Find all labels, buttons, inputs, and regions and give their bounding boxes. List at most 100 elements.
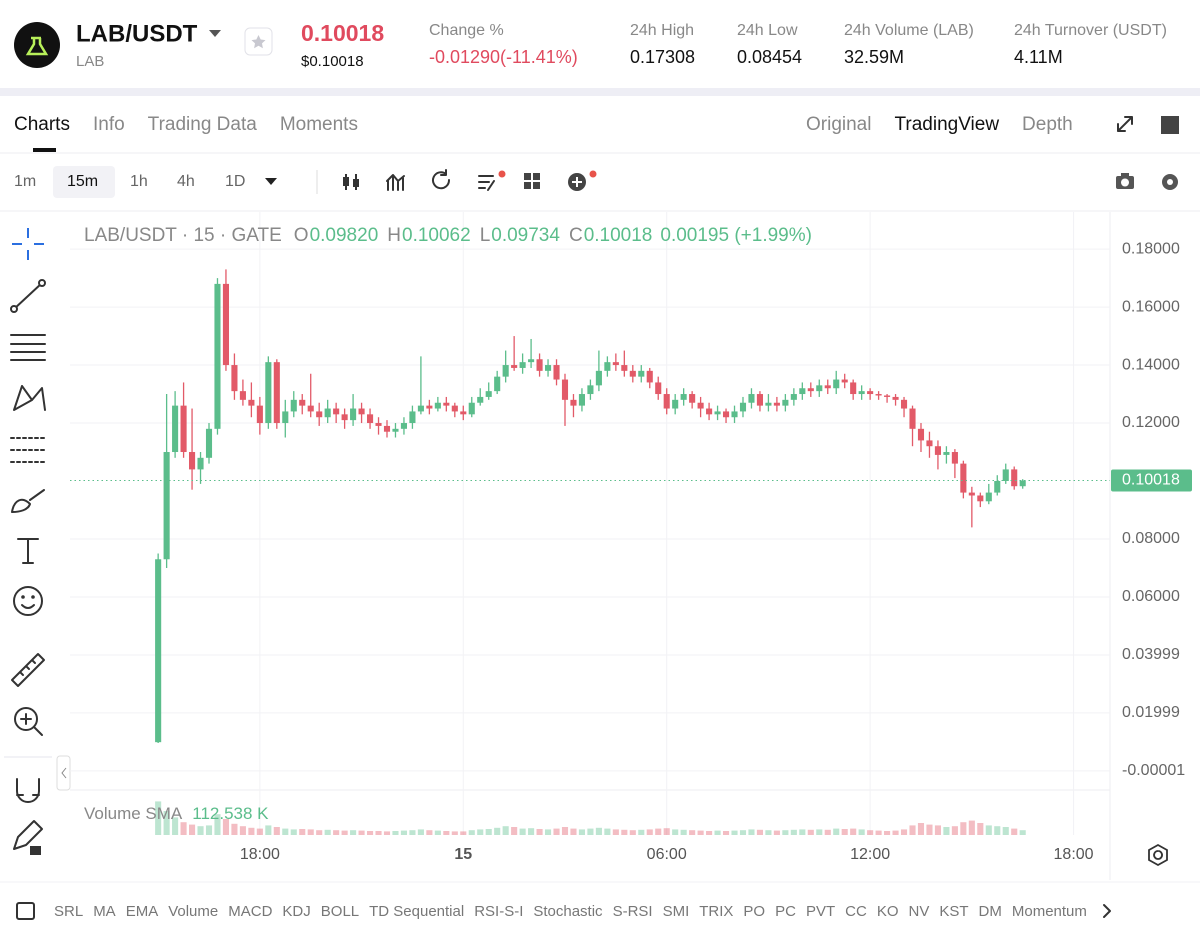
x-tick-label: 12:00 xyxy=(850,846,890,863)
candle-body xyxy=(951,452,958,464)
volume-bar xyxy=(900,829,908,835)
candle-body xyxy=(239,391,246,400)
indicator[interactable]: NV xyxy=(909,903,930,920)
candle-body xyxy=(451,405,458,412)
volume-bar xyxy=(214,814,221,835)
volume-bar xyxy=(689,830,696,835)
indicator[interactable]: EMA xyxy=(126,903,159,920)
candle-body xyxy=(434,402,441,409)
tab[interactable]: Charts xyxy=(14,114,70,135)
indicator[interactable]: Stochastic xyxy=(533,903,603,920)
pair-dropdown[interactable] xyxy=(209,30,221,37)
logo xyxy=(14,22,60,68)
volume-bar xyxy=(180,822,187,835)
tab[interactable]: Info xyxy=(93,114,125,135)
indicator[interactable]: SMI xyxy=(663,903,690,920)
candle-body xyxy=(587,385,594,395)
settings-hex[interactable] xyxy=(1148,843,1168,867)
candle-body xyxy=(833,379,840,389)
candle-body xyxy=(790,394,797,400)
candle-body xyxy=(180,405,187,453)
scroll-right[interactable] xyxy=(1103,904,1111,918)
volume-bar xyxy=(731,830,738,835)
indicator[interactable]: Volume xyxy=(168,903,218,920)
candle-body xyxy=(477,396,484,403)
view-option[interactable]: Original xyxy=(806,114,871,135)
candle-body xyxy=(672,399,679,409)
indicator[interactable]: CC xyxy=(845,903,867,920)
candle-body xyxy=(172,405,179,453)
crosshair-tool[interactable] xyxy=(12,228,44,260)
candle-body xyxy=(680,394,687,400)
volume-bar xyxy=(638,829,645,835)
volume-bar xyxy=(773,830,780,835)
volume-bar xyxy=(350,830,357,835)
volume-bar xyxy=(265,825,272,835)
interval[interactable]: 15m xyxy=(67,173,98,190)
candle-body xyxy=(358,408,365,415)
indicator[interactable]: S-RSI xyxy=(613,903,653,920)
interval[interactable]: 1h xyxy=(130,173,148,190)
indicator[interactable]: DM xyxy=(979,903,1002,920)
tab[interactable]: Trading Data xyxy=(148,114,258,135)
candle-body xyxy=(519,362,526,368)
volume-bar xyxy=(519,828,526,835)
candle-body xyxy=(443,402,450,406)
candle-body xyxy=(782,399,789,406)
indicator[interactable]: Momentum xyxy=(1012,903,1087,920)
volume-bar xyxy=(960,822,967,835)
candle-body xyxy=(383,425,391,432)
view-option[interactable]: TradingView xyxy=(894,114,999,135)
volume-bar xyxy=(222,819,230,835)
candle-body xyxy=(553,365,560,380)
volume-bar xyxy=(739,830,747,835)
symbol: LAB/USDT · 15 · GATE xyxy=(84,225,282,246)
ohlc-value: 0.09734 xyxy=(491,225,560,246)
indicator[interactable]: SRL xyxy=(54,903,83,920)
indicator[interactable]: PC xyxy=(775,903,796,920)
view-option[interactable]: Depth xyxy=(1022,114,1073,135)
volume-bar xyxy=(917,823,925,835)
layout-icon[interactable] xyxy=(1161,116,1179,134)
interval[interactable]: 4h xyxy=(177,173,195,190)
price-usd: $0.10018 xyxy=(301,53,364,70)
candle-body xyxy=(926,440,933,447)
calendar-icon[interactable] xyxy=(16,902,35,920)
volume-bar xyxy=(316,830,323,835)
ohlc-key: O xyxy=(294,225,309,246)
indicator[interactable]: MA xyxy=(93,903,116,920)
volume-bar xyxy=(409,830,416,835)
volume-bar xyxy=(502,826,509,835)
interval-dropdown[interactable] xyxy=(265,178,277,185)
indicator[interactable]: TRIX xyxy=(699,903,733,920)
indicator[interactable]: PO xyxy=(743,903,765,920)
indicator[interactable]: KDJ xyxy=(282,903,310,920)
y-tick-label: 0.18000 xyxy=(1122,240,1180,257)
indicator[interactable]: PVT xyxy=(806,903,835,920)
indicator[interactable]: TD Sequential xyxy=(369,903,464,920)
volume-bar xyxy=(816,829,823,835)
volume-bar xyxy=(722,831,730,835)
candle-body xyxy=(561,379,569,400)
candle-body xyxy=(638,370,645,377)
indicator[interactable]: KST xyxy=(939,903,968,920)
tab[interactable]: Moments xyxy=(280,114,358,135)
indicator[interactable]: KO xyxy=(877,903,899,920)
candle-body xyxy=(977,495,984,502)
fullscreen-icon[interactable] xyxy=(1117,116,1133,132)
volume-bar xyxy=(951,826,958,835)
volume-bar xyxy=(968,820,975,835)
volume-bar xyxy=(205,825,213,835)
volume-bar xyxy=(748,829,755,835)
candle-body xyxy=(909,408,916,429)
volume-bar xyxy=(494,827,501,835)
interval[interactable]: 1D xyxy=(225,173,245,190)
candle-body xyxy=(392,428,399,432)
volume-bar xyxy=(994,826,1001,835)
interval[interactable]: 1m xyxy=(14,173,36,190)
indicator[interactable]: BOLL xyxy=(321,903,359,920)
pair[interactable]: LAB/USDT xyxy=(76,20,198,47)
indicator[interactable]: RSI-S-I xyxy=(474,903,523,920)
indicator[interactable]: MACD xyxy=(228,903,272,920)
